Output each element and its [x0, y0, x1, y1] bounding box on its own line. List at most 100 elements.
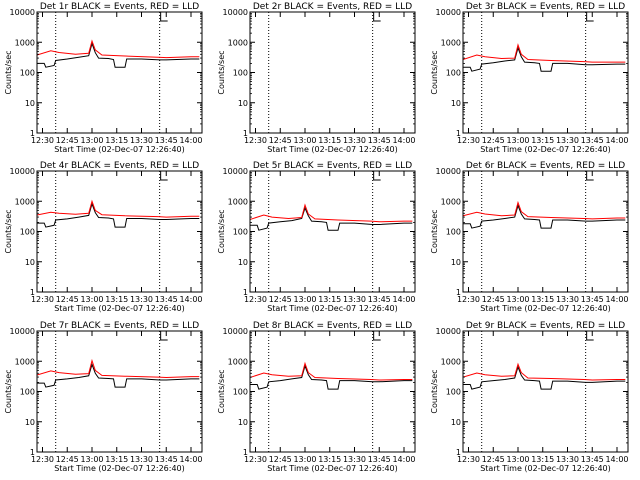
y-tick-label: 1000: [441, 357, 461, 366]
panel-title: Det 1r BLACK = Events, RED = LLD: [40, 2, 199, 12]
y-axis-label: Counts/sec: [217, 369, 226, 413]
x-axis-label: Start Time (02-Dec-07 12:26:40): [267, 145, 398, 154]
y-tick-label: 1000: [228, 38, 248, 47]
x-tick-label: 12:45: [482, 136, 505, 145]
y-tick-label: 10: [451, 418, 461, 427]
plot-frame: [36, 330, 203, 453]
x-tick-label: 12:30: [244, 455, 267, 464]
x-tick-label: 13:15: [105, 455, 128, 464]
plot-frame: [249, 330, 416, 453]
y-tick-label: 100: [446, 388, 461, 397]
series-lld: [250, 203, 413, 223]
series-lld: [37, 358, 200, 379]
y-tick-label: 1: [243, 448, 248, 457]
panel-title: Det 2r BLACK = Events, RED = LLD: [253, 2, 412, 12]
y-tick-label: 10000: [223, 327, 248, 336]
panel-title: Det 3r BLACK = Events, RED = LLD: [466, 2, 625, 12]
y-tick-label: 1: [30, 448, 35, 457]
x-tick-label: 13:00: [293, 455, 316, 464]
y-axis-label: Counts/sec: [430, 50, 439, 94]
x-tick-label: 14:00: [179, 295, 202, 304]
x-tick-label: 13:45: [368, 295, 391, 304]
y-tick-label: 10000: [10, 167, 35, 176]
y-tick-label: 10000: [223, 167, 248, 176]
y-tick-label: 100: [20, 69, 35, 78]
y-tick-label: 100: [20, 388, 35, 397]
x-tick-label: 13:15: [318, 136, 341, 145]
x-tick-label: 13:45: [581, 455, 604, 464]
x-tick-label: 12:45: [269, 455, 292, 464]
series-events: [463, 46, 626, 72]
x-tick-label: 13:15: [318, 295, 341, 304]
series-events: [250, 206, 413, 231]
y-tick-label: 100: [446, 228, 461, 237]
x-tick-label: 13:30: [343, 295, 366, 304]
y-tick-label: 10000: [223, 8, 248, 17]
x-tick-label: 13:45: [155, 295, 178, 304]
bracket-marker: [160, 331, 168, 341]
y-axis-label: Counts/sec: [4, 369, 13, 413]
bracket-marker: [586, 12, 594, 22]
panel-6: Det 6r BLACK = Events, RED = LLD 1 10 100 10…: [430, 161, 629, 313]
panel-3: Det 3r BLACK = Events, RED = LLD 1 10 100 10…: [430, 2, 629, 154]
series-lld: [37, 199, 200, 218]
y-tick-label: 10: [25, 258, 35, 267]
panel-title: Det 4r BLACK = Events, RED = LLD: [40, 161, 199, 171]
panel-8: Det 8r BLACK = Events, RED = LLD 1 10 100 10…: [217, 321, 416, 473]
series-events: [37, 362, 200, 388]
x-tick-label: 12:45: [269, 295, 292, 304]
x-tick-label: 13:30: [556, 455, 579, 464]
x-axis-label: Start Time (02-Dec-07 12:26:40): [480, 464, 611, 473]
x-tick-label: 12:30: [457, 295, 480, 304]
panel-title: Det 9r BLACK = Events, RED = LLD: [466, 321, 625, 331]
y-tick-label: 10: [238, 258, 248, 267]
x-tick-label: 14:00: [392, 295, 415, 304]
y-tick-label: 10: [451, 99, 461, 108]
y-tick-label: 1: [30, 288, 35, 297]
series-lld: [463, 362, 626, 381]
series-events: [463, 204, 626, 229]
x-tick-label: 13:00: [506, 136, 529, 145]
x-axis-label: Start Time (02-Dec-07 12:26:40): [54, 145, 185, 154]
x-tick-label: 13:30: [130, 136, 153, 145]
y-tick-label: 100: [446, 69, 461, 78]
bracket-marker: [586, 331, 594, 341]
x-tick-label: 12:45: [56, 455, 79, 464]
y-tick-label: 1: [456, 129, 461, 138]
y-tick-label: 1000: [228, 197, 248, 206]
x-axis-label: Start Time (02-Dec-07 12:26:40): [54, 464, 185, 473]
x-tick-label: 12:30: [457, 455, 480, 464]
series-events: [37, 202, 200, 228]
plot-frame: [462, 170, 629, 293]
x-tick-label: 13:00: [80, 136, 103, 145]
y-tick-label: 10000: [436, 167, 461, 176]
x-tick-label: 14:00: [392, 136, 415, 145]
plot-frame: [249, 170, 416, 293]
x-tick-label: 13:45: [155, 455, 178, 464]
series-lld: [250, 361, 413, 381]
series-events: [250, 364, 413, 390]
panel-title: Det 8r BLACK = Events, RED = LLD: [253, 321, 412, 331]
x-tick-label: 13:45: [581, 136, 604, 145]
y-tick-label: 10: [451, 258, 461, 267]
x-tick-label: 13:30: [556, 136, 579, 145]
plot-frame: [36, 170, 203, 293]
x-tick-label: 13:00: [506, 455, 529, 464]
y-tick-label: 100: [233, 69, 248, 78]
series-events: [37, 41, 200, 68]
x-tick-label: 12:30: [31, 455, 54, 464]
y-tick-label: 10: [238, 418, 248, 427]
x-tick-label: 13:30: [343, 455, 366, 464]
panel-title: Det 5r BLACK = Events, RED = LLD: [253, 161, 412, 171]
y-tick-label: 10000: [10, 8, 35, 17]
series-lld: [37, 39, 200, 59]
x-tick-label: 13:15: [531, 136, 554, 145]
x-tick-label: 13:45: [581, 295, 604, 304]
x-tick-label: 12:30: [244, 136, 267, 145]
x-tick-label: 13:30: [343, 136, 366, 145]
x-tick-label: 12:45: [482, 455, 505, 464]
x-tick-label: 12:45: [56, 136, 79, 145]
x-tick-label: 13:15: [105, 295, 128, 304]
y-tick-label: 10000: [436, 8, 461, 17]
y-tick-label: 10000: [436, 327, 461, 336]
